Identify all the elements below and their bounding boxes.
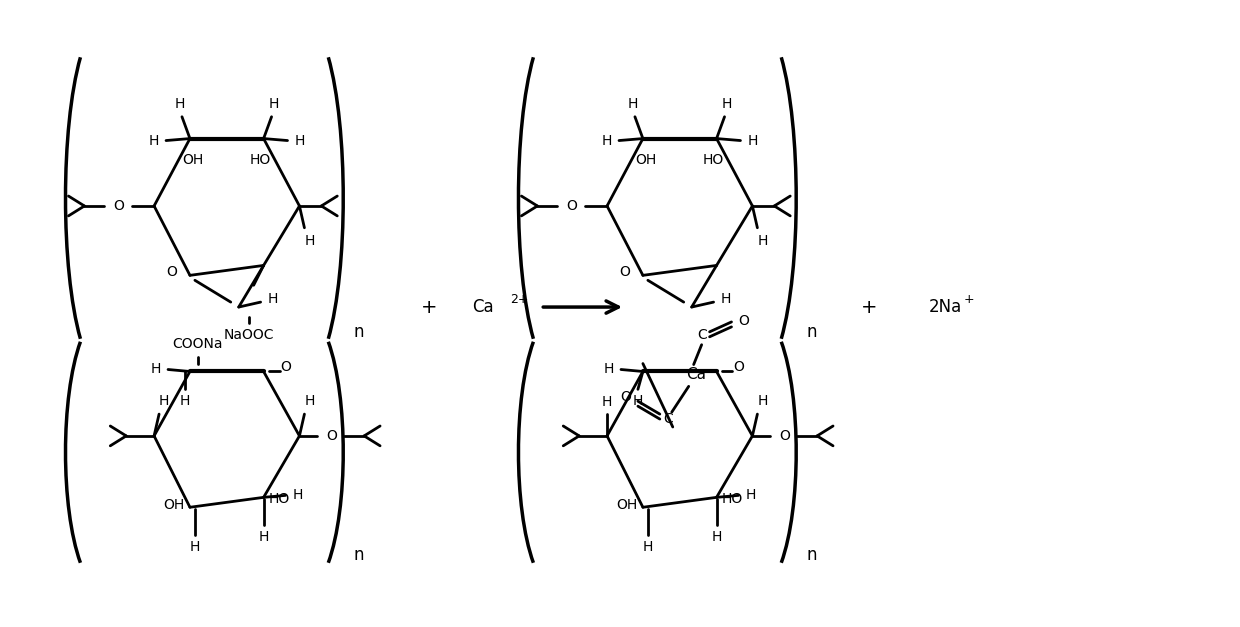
Text: H: H: [601, 395, 613, 409]
Text: Ca: Ca: [471, 298, 494, 316]
Text: H: H: [627, 97, 639, 111]
Text: H: H: [604, 362, 614, 376]
Text: n: n: [353, 323, 363, 341]
Text: O: O: [565, 199, 577, 213]
Text: O: O: [620, 265, 630, 280]
Text: OH: OH: [164, 498, 185, 512]
Text: O: O: [326, 429, 337, 443]
Text: H: H: [294, 134, 305, 147]
Text: Ca: Ca: [686, 367, 706, 382]
Text: H: H: [304, 394, 315, 408]
Text: H: H: [175, 97, 185, 111]
Text: O: O: [166, 265, 177, 280]
Text: n: n: [353, 546, 363, 564]
Text: O: O: [779, 429, 790, 443]
Text: HO: HO: [703, 154, 724, 167]
Text: H: H: [149, 134, 159, 147]
Text: H: H: [758, 234, 768, 248]
Text: H: H: [601, 134, 613, 147]
Text: H: H: [642, 540, 653, 554]
Text: H: H: [758, 394, 768, 408]
Text: H: H: [293, 488, 303, 502]
Text: OH: OH: [616, 498, 637, 512]
Text: H: H: [268, 292, 278, 306]
Text: O: O: [280, 359, 291, 374]
Text: +: +: [861, 298, 877, 317]
Text: C: C: [663, 412, 672, 426]
Text: H: H: [258, 530, 269, 544]
Text: H: H: [268, 97, 279, 111]
Text: O: O: [620, 390, 631, 404]
Text: H: H: [748, 134, 758, 147]
Text: n: n: [806, 323, 817, 341]
Text: H: H: [632, 394, 644, 408]
Text: HO: HO: [250, 154, 272, 167]
Text: H: H: [712, 530, 722, 544]
Text: HO: HO: [722, 492, 743, 507]
Text: 2Na: 2Na: [929, 298, 962, 316]
Text: 2+: 2+: [511, 293, 529, 305]
Text: H: H: [190, 540, 200, 554]
Text: H: H: [304, 234, 315, 248]
Text: OH: OH: [182, 154, 203, 167]
Text: H: H: [745, 488, 755, 502]
Text: COONa: COONa: [172, 337, 223, 350]
Text: H: H: [159, 394, 169, 408]
Text: H: H: [151, 362, 161, 376]
Text: H: H: [720, 292, 730, 306]
Text: O: O: [113, 199, 124, 213]
Text: O: O: [738, 314, 749, 328]
Text: NaOOC: NaOOC: [223, 328, 274, 342]
Text: H: H: [722, 97, 732, 111]
Text: OH: OH: [635, 154, 656, 167]
Text: n: n: [806, 546, 817, 564]
Text: C: C: [697, 328, 707, 342]
Text: H: H: [180, 394, 190, 408]
Text: HO: HO: [269, 492, 290, 507]
Text: O: O: [733, 359, 744, 374]
Text: +: +: [420, 298, 438, 317]
Text: +: +: [963, 293, 975, 305]
